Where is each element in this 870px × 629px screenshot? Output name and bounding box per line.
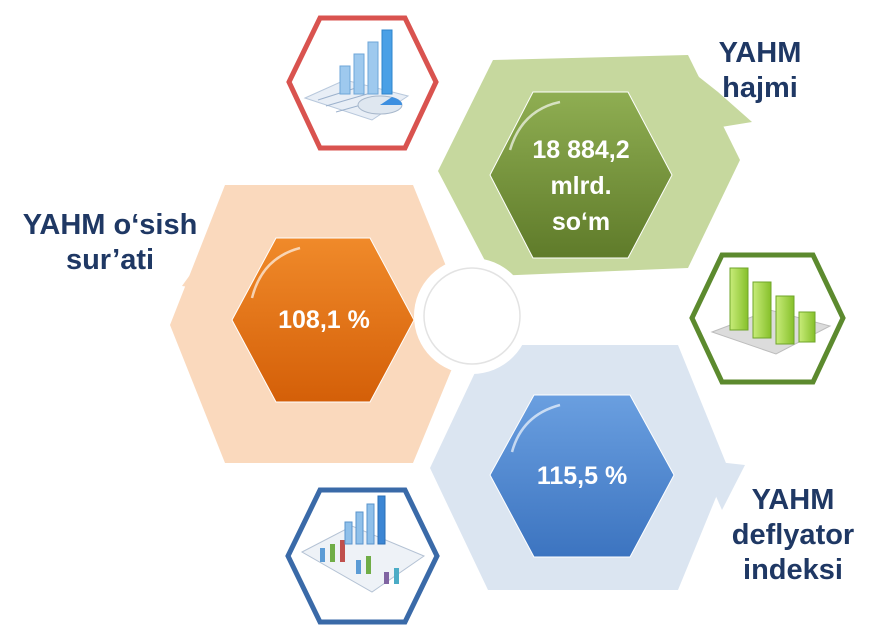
- orange-value-hexagon: [231, 237, 415, 403]
- caption-growth-line-1: YAHM o‘sish: [22, 209, 198, 241]
- orange-shine: [250, 246, 301, 299]
- caption-volume-line-2: hajmi: [722, 72, 798, 104]
- center-ring-inner: [423, 267, 521, 365]
- chart-report-icon: [286, 15, 439, 151]
- caption-deflator-line-2: deflyator: [731, 519, 855, 551]
- green-value-line-2: mlrd.: [550, 172, 611, 200]
- bar-chart-3d-icon: [689, 252, 846, 385]
- green-value-hexagon: [489, 91, 673, 259]
- caption-deflator-line-3: indeksi: [743, 554, 843, 586]
- caption-growth: YAHM o‘sish sur’ati: [0, 208, 220, 278]
- green-value-line-3: so‘m: [552, 208, 610, 236]
- orange-value: 108,1 %: [278, 306, 370, 334]
- blue-shine: [510, 403, 561, 453]
- caption-volume: YAHM hajmi: [680, 36, 840, 106]
- caption-deflator-line-1: YAHM: [751, 484, 835, 516]
- caption-growth-line-2: sur’ati: [65, 244, 155, 276]
- orange-callout-tab: [182, 250, 226, 292]
- blue-value: 115,5 %: [537, 462, 627, 490]
- green-value-line-1: 18 884,2: [532, 136, 629, 164]
- blue-callout-tab: [700, 460, 745, 510]
- analytics-report-icon: [285, 487, 440, 625]
- caption-deflator: YAHM deflyator indeksi: [718, 483, 868, 588]
- blue-value-hexagon: [489, 394, 675, 558]
- center-ring: [414, 258, 530, 374]
- green-callout-tab: [680, 62, 752, 128]
- caption-volume-line-1: YAHM: [718, 37, 802, 69]
- green-shine: [508, 100, 561, 151]
